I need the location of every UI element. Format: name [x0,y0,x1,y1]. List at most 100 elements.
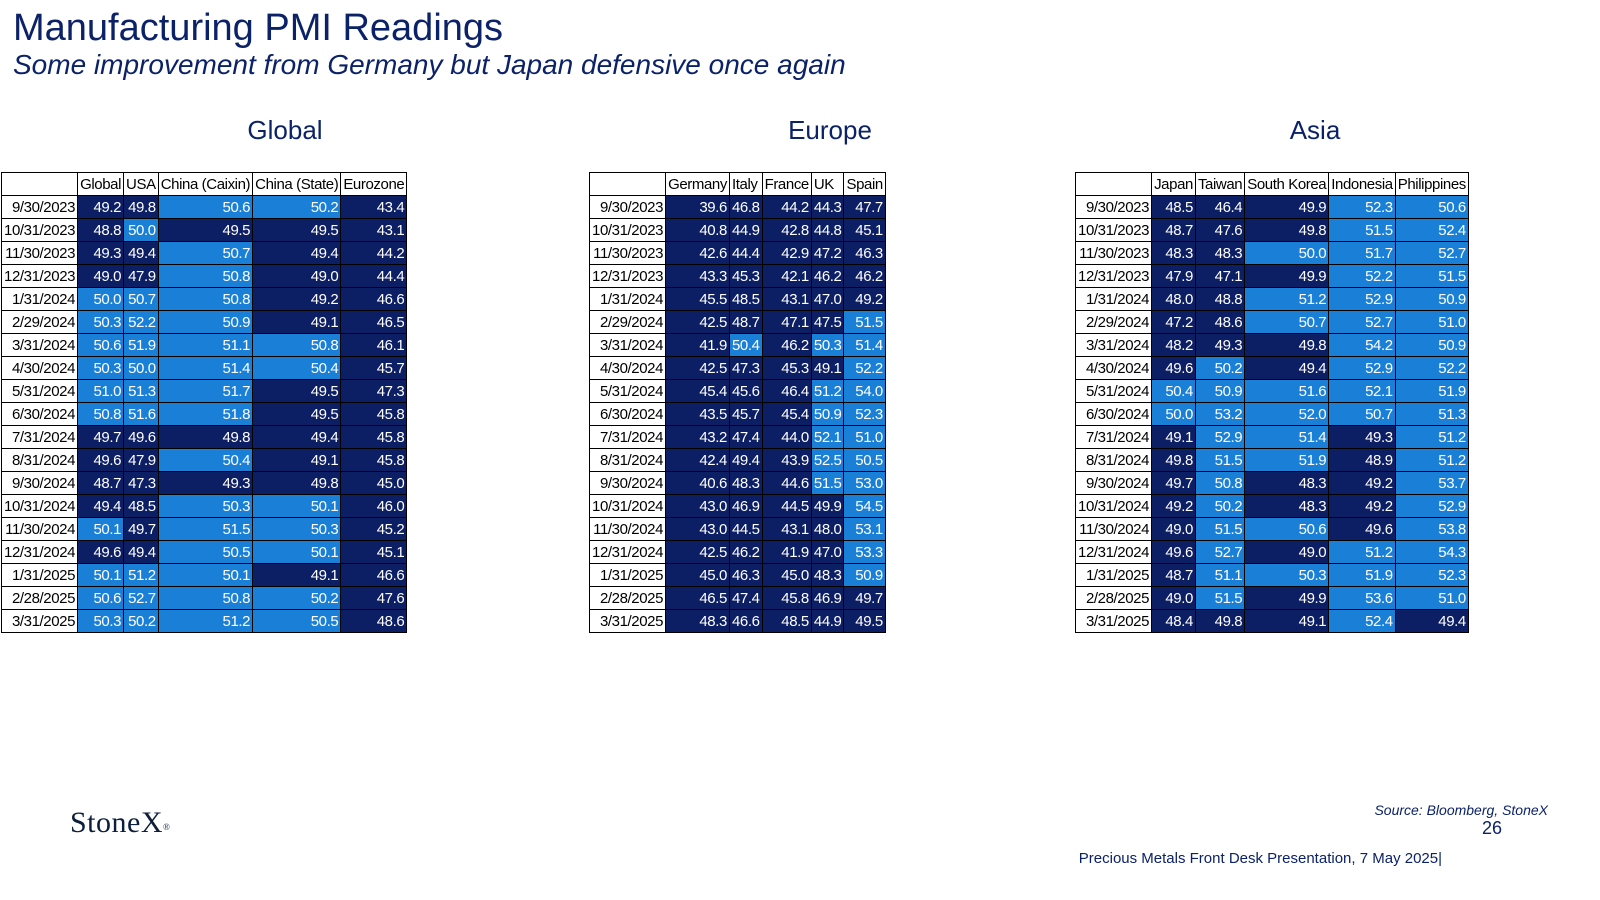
source-note: Source: Bloomberg, StoneX [1374,802,1548,818]
pmi-value-cell: 42.9 [761,241,812,265]
pmi-value-cell: 46.5 [340,310,408,334]
row-date: 3/31/2024 [1074,333,1153,357]
pmi-value-cell: 42.4 [665,448,730,472]
pmi-value-cell: 47.0 [810,287,845,311]
table-row: 9/30/2023 39.6 46.8 44.2 44.3 47.7 [588,195,886,219]
pmi-value-cell: 48.3 [1194,241,1246,265]
section-title-global: Global [247,115,323,145]
pmi-value-cell: 47.3 [123,471,159,495]
pmi-value-cell: 50.9 [810,402,845,426]
pmi-value-cell: 46.3 [843,241,886,265]
table-row: 9/30/2024 48.7 47.3 49.3 49.8 45.0 [0,471,408,495]
column-header: Italy [728,172,763,196]
pmi-value-cell: 48.7 [728,310,763,334]
table-row: 1/31/2024 45.5 48.5 43.1 47.0 49.2 [588,287,886,311]
pmi-value-cell: 52.9 [1328,356,1396,380]
row-date: 10/31/2024 [1074,494,1153,518]
pmi-value-cell: 47.1 [1194,264,1246,288]
row-date: 1/31/2024 [0,287,79,311]
pmi-value-cell: 51.4 [157,356,254,380]
pmi-value-cell: 44.9 [728,218,763,242]
table-row: 6/30/2024 50.8 51.6 51.8 49.5 45.8 [0,402,408,426]
pmi-value-cell: 51.4 [1244,425,1330,449]
pmi-value-cell: 45.7 [340,356,408,380]
pmi-value-cell: 50.3 [77,310,125,334]
row-date: 2/29/2024 [1074,310,1153,334]
pmi-value-cell: 45.8 [340,448,408,472]
pmi-value-cell: 49.7 [843,586,886,610]
pmi-value-cell: 48.0 [1151,287,1196,311]
row-date: 10/31/2023 [1074,218,1153,242]
pmi-value-cell: 43.3 [665,264,730,288]
row-date: 11/30/2023 [1074,241,1153,265]
page-number: 26 [1481,818,1502,838]
pmi-value-cell: 52.2 [843,356,886,380]
pmi-value-cell: 44.4 [340,264,408,288]
table-row: 10/31/2023 48.7 47.6 49.8 51.5 52.4 [1074,218,1469,242]
pmi-value-cell: 49.6 [1151,356,1196,380]
pmi-value-cell: 49.2 [1328,471,1396,495]
pmi-value-cell: 50.7 [123,287,159,311]
pmi-value-cell: 46.4 [761,379,812,403]
pmi-value-cell: 44.2 [761,195,812,219]
pmi-value-cell: 51.0 [843,425,886,449]
pmi-value-cell: 42.5 [665,540,730,564]
row-date: 1/31/2024 [588,287,667,311]
column-header: Indonesia [1328,172,1396,196]
pmi-value-cell: 49.5 [157,218,254,242]
pmi-value-cell: 50.5 [843,448,886,472]
row-date: 11/30/2023 [0,241,79,265]
pmi-value-cell: 46.1 [340,333,408,357]
table-row: 2/28/2025 50.6 52.7 50.8 50.2 47.6 [0,586,408,610]
pmi-value-cell: 47.3 [340,379,408,403]
table-row: 2/28/2025 46.5 47.4 45.8 46.9 49.7 [588,586,886,610]
pmi-value-cell: 49.3 [157,471,254,495]
table-row: 11/30/2024 49.0 51.5 50.6 49.6 53.8 [1074,517,1469,541]
row-date: 12/31/2024 [588,540,667,564]
pmi-value-cell: 52.0 [1244,402,1330,426]
row-date: 9/30/2023 [588,195,667,219]
pmi-value-cell: 43.0 [665,517,730,541]
table-row: 2/29/2024 42.5 48.7 47.1 47.5 51.5 [588,310,886,334]
table-row: 6/30/2024 50.0 53.2 52.0 50.7 51.3 [1074,402,1469,426]
row-date: 2/28/2025 [588,586,667,610]
pmi-value-cell: 44.4 [728,241,763,265]
row-date: 1/31/2025 [588,563,667,587]
pmi-value-cell: 51.2 [157,609,254,633]
pmi-value-cell: 47.2 [1151,310,1196,334]
pmi-value-cell: 47.4 [728,425,763,449]
pmi-value-cell: 50.1 [157,563,254,587]
pmi-value-cell: 51.7 [1328,241,1396,265]
pmi-value-cell: 53.1 [843,517,886,541]
pmi-value-cell: 51.0 [1394,310,1469,334]
pmi-value-cell: 48.6 [340,609,408,633]
pmi-value-cell: 51.5 [1394,264,1469,288]
row-date: 9/30/2023 [0,195,79,219]
pmi-value-cell: 50.1 [252,540,342,564]
pmi-value-cell: 54.2 [1328,333,1396,357]
pmi-value-cell: 49.7 [1151,471,1196,495]
row-date: 10/31/2023 [0,218,79,242]
pmi-value-cell: 49.2 [1151,494,1196,518]
pmi-value-cell: 49.8 [252,471,342,495]
pmi-value-cell: 49.1 [252,448,342,472]
pmi-value-cell: 49.0 [1151,517,1196,541]
row-date: 2/28/2025 [0,586,79,610]
pmi-value-cell: 51.2 [1394,425,1469,449]
pmi-value-cell: 39.6 [665,195,730,219]
pmi-value-cell: 51.8 [157,402,254,426]
table-row: 4/30/2024 49.6 50.2 49.4 52.9 52.2 [1074,356,1469,380]
pmi-value-cell: 42.6 [665,241,730,265]
pmi-value-cell: 46.5 [665,586,730,610]
pmi-value-cell: 46.6 [340,287,408,311]
pmi-value-cell: 50.1 [252,494,342,518]
table-row: 9/30/2024 40.6 48.3 44.6 51.5 53.0 [588,471,886,495]
row-date: 7/31/2024 [588,425,667,449]
pmi-value-cell: 49.0 [77,264,125,288]
pmi-value-cell: 49.8 [1244,218,1330,242]
pmi-value-cell: 53.0 [843,471,886,495]
pmi-value-cell: 51.5 [1194,517,1246,541]
pmi-value-cell: 40.8 [665,218,730,242]
row-date: 3/31/2024 [0,333,79,357]
row-date: 4/30/2024 [1074,356,1153,380]
